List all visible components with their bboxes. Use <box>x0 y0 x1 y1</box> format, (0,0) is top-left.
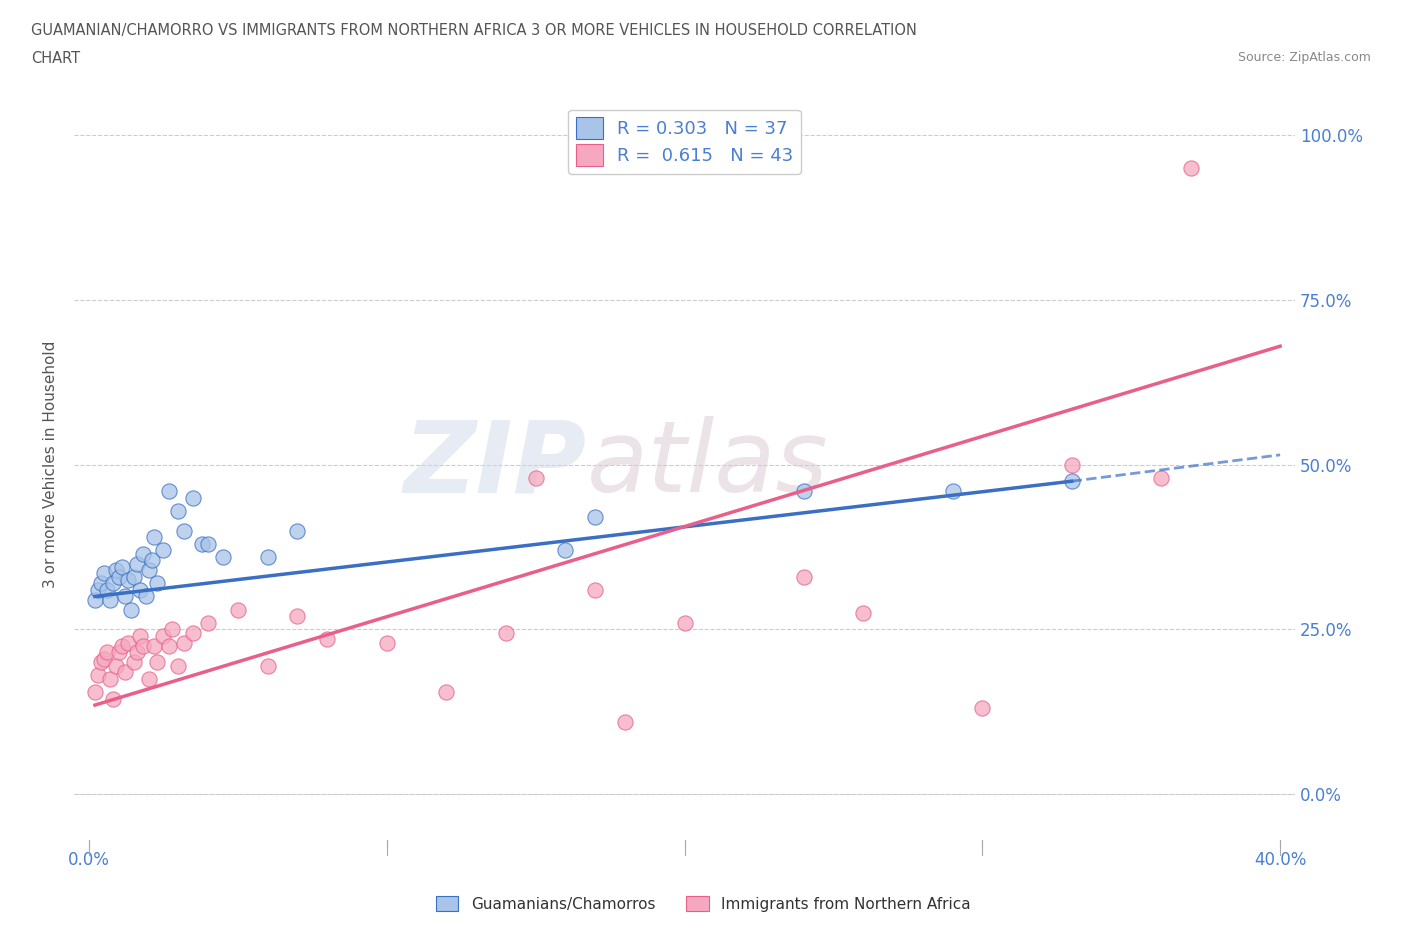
Point <box>98 592 121 607</box>
Point <box>143 530 166 545</box>
Point <box>287 609 309 624</box>
Point <box>256 550 278 565</box>
Point <box>583 582 606 597</box>
Point <box>226 602 249 617</box>
Point <box>107 645 129 660</box>
Point <box>197 537 219 551</box>
Point <box>181 625 204 640</box>
Point <box>167 503 190 518</box>
Point <box>101 691 124 706</box>
Y-axis label: 3 or more Vehicles in Household: 3 or more Vehicles in Household <box>44 341 58 589</box>
Point <box>554 543 576 558</box>
Point <box>122 569 145 584</box>
Point <box>152 629 174 644</box>
Point <box>128 629 150 644</box>
Point <box>152 543 174 558</box>
Point <box>852 605 875 620</box>
Text: atlas: atlas <box>586 417 828 513</box>
Point <box>1180 161 1202 176</box>
Point <box>96 645 118 660</box>
Point <box>316 631 339 646</box>
Point <box>375 635 398 650</box>
Point <box>197 616 219 631</box>
Point <box>614 714 637 729</box>
Point <box>131 638 153 653</box>
Point <box>101 576 124 591</box>
Point <box>84 684 107 699</box>
Text: CHART: CHART <box>31 51 80 66</box>
Point <box>141 552 163 567</box>
Point <box>1150 471 1173 485</box>
Point <box>256 658 278 673</box>
Point <box>1060 458 1083 472</box>
Point <box>117 573 139 588</box>
Text: GUAMANIAN/CHAMORRO VS IMMIGRANTS FROM NORTHERN AFRICA 3 OR MORE VEHICLES IN HOUS: GUAMANIAN/CHAMORRO VS IMMIGRANTS FROM NO… <box>31 23 917 38</box>
Point <box>114 665 136 680</box>
Point <box>96 582 118 597</box>
Point <box>941 484 963 498</box>
Point <box>131 546 153 561</box>
Point <box>135 589 157 604</box>
Point <box>107 569 129 584</box>
Point <box>287 524 309 538</box>
Point <box>87 582 110 597</box>
Point <box>90 576 112 591</box>
Text: Source: ZipAtlas.com: Source: ZipAtlas.com <box>1237 51 1371 64</box>
Point <box>93 652 115 667</box>
Point <box>120 602 142 617</box>
Point <box>143 638 166 653</box>
Point <box>434 684 457 699</box>
Point <box>125 645 148 660</box>
Point <box>162 622 184 637</box>
Point <box>524 471 547 485</box>
Point <box>495 625 517 640</box>
Point <box>87 668 110 683</box>
Point <box>128 582 150 597</box>
Point <box>972 701 994 716</box>
Point <box>212 550 235 565</box>
Point <box>84 592 107 607</box>
Text: ZIP: ZIP <box>404 417 586 513</box>
Point <box>98 671 121 686</box>
Point <box>138 671 160 686</box>
Legend: Guamanians/Chamorros, Immigrants from Northern Africa: Guamanians/Chamorros, Immigrants from No… <box>429 889 977 918</box>
Point <box>583 510 606 525</box>
Point <box>117 635 139 650</box>
Point <box>138 563 160 578</box>
Point <box>122 655 145 670</box>
Point <box>114 589 136 604</box>
Point <box>93 566 115 581</box>
Point <box>793 569 815 584</box>
Point <box>1060 473 1083 488</box>
Point <box>673 616 696 631</box>
Point <box>157 638 180 653</box>
Point <box>173 524 195 538</box>
Point <box>146 576 169 591</box>
Point <box>111 638 134 653</box>
Point <box>104 563 127 578</box>
Point <box>167 658 190 673</box>
Point <box>146 655 169 670</box>
Point <box>111 559 134 574</box>
Point <box>191 537 214 551</box>
Point <box>173 635 195 650</box>
Point <box>793 484 815 498</box>
Legend: R = 0.303   N = 37, R =  0.615   N = 43: R = 0.303 N = 37, R = 0.615 N = 43 <box>568 110 800 174</box>
Point <box>125 556 148 571</box>
Point <box>157 484 180 498</box>
Point <box>181 490 204 505</box>
Point <box>104 658 127 673</box>
Point <box>90 655 112 670</box>
